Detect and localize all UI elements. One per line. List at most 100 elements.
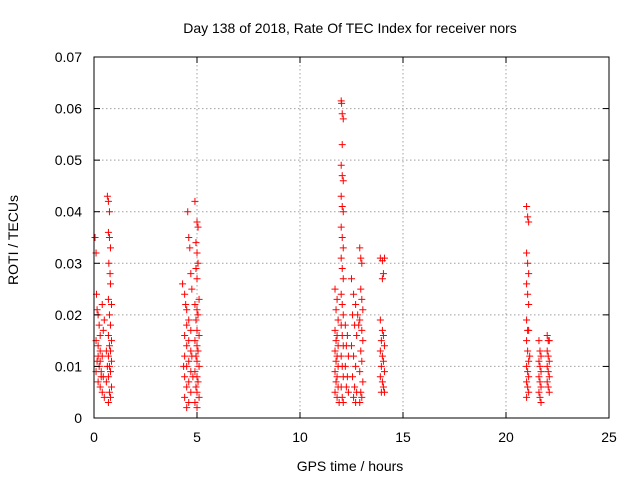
data-point <box>523 337 531 345</box>
data-point <box>183 404 191 412</box>
data-point <box>379 383 387 391</box>
data-point <box>358 295 366 303</box>
data-point <box>183 342 191 350</box>
data-point <box>378 352 386 360</box>
data-point <box>333 373 341 381</box>
data-point <box>354 311 362 319</box>
data-point <box>193 342 201 350</box>
data-point <box>187 347 195 355</box>
data-point <box>96 331 104 339</box>
data-point <box>97 373 105 381</box>
data-point <box>181 352 189 360</box>
data-point <box>357 254 365 262</box>
axis-ticks: 0 5 10 15 20 25 0 0.01 0.02 0.03 0.04 0.05 0.06 0.07 <box>55 49 617 445</box>
data-point <box>341 362 349 370</box>
data-point <box>191 368 199 376</box>
data-point <box>93 306 101 314</box>
data-point <box>357 347 365 355</box>
data-point <box>338 393 346 401</box>
data-point <box>379 331 387 339</box>
data-point <box>105 259 113 267</box>
data-point <box>523 249 531 257</box>
data-point <box>192 383 200 391</box>
data-point <box>108 357 116 365</box>
data-point <box>536 362 544 370</box>
data-point <box>104 228 112 236</box>
data-point <box>185 357 193 365</box>
y-tick-label: 0.05 <box>55 152 82 168</box>
data-point <box>544 368 552 376</box>
data-point <box>194 378 202 386</box>
data-point <box>523 316 531 324</box>
data-point <box>186 244 194 252</box>
plot-frame <box>93 56 610 419</box>
data-point <box>378 326 386 334</box>
data-point <box>350 393 358 401</box>
data-point <box>545 357 553 365</box>
data-point <box>524 259 532 267</box>
data-point <box>193 388 201 396</box>
data-point <box>193 373 201 381</box>
data-point <box>352 362 360 370</box>
data-point <box>359 337 367 345</box>
data-point <box>332 306 340 314</box>
data-point <box>185 399 193 407</box>
data-point <box>543 331 551 339</box>
data-point <box>525 357 533 365</box>
data-point <box>185 316 193 324</box>
y-tick-label: 0.01 <box>55 358 82 374</box>
data-point <box>350 290 358 298</box>
data-point <box>184 208 192 216</box>
data-point <box>193 357 201 365</box>
data-point <box>194 259 202 267</box>
data-point <box>338 301 346 309</box>
data-point <box>357 285 365 293</box>
data-point <box>524 290 532 298</box>
data-point <box>194 347 202 355</box>
data-point <box>108 383 116 391</box>
data-point <box>536 347 544 355</box>
data-point <box>379 270 387 278</box>
data-point <box>193 275 201 283</box>
data-point <box>376 316 384 324</box>
x-tick-label: 0 <box>90 429 98 445</box>
y-tick-label: 0.02 <box>55 307 82 323</box>
data-point <box>103 362 111 370</box>
data-point <box>358 259 366 267</box>
data-point <box>195 331 203 339</box>
data-point <box>106 270 114 278</box>
data-point <box>106 368 114 376</box>
data-point <box>194 311 202 319</box>
data-point <box>194 223 202 231</box>
data-point <box>376 373 384 381</box>
data-point <box>339 208 347 216</box>
grid <box>94 57 609 418</box>
data-point <box>380 388 388 396</box>
data-point <box>344 388 352 396</box>
data-point <box>106 244 114 252</box>
data-point <box>380 368 388 376</box>
y-tick-label: 0.03 <box>55 255 82 271</box>
data-point <box>339 177 347 185</box>
data-point <box>191 301 199 309</box>
data-point <box>350 352 358 360</box>
data-point <box>337 192 345 200</box>
x-tick-label: 15 <box>395 429 411 445</box>
data-point <box>193 306 201 314</box>
data-point <box>544 383 552 391</box>
data-point <box>339 115 347 123</box>
data-point <box>106 280 114 288</box>
data-point <box>96 383 104 391</box>
data-point <box>339 311 347 319</box>
data-point <box>100 316 108 324</box>
data-point <box>349 373 357 381</box>
data-point <box>376 347 384 355</box>
data-point <box>334 316 342 324</box>
data-point <box>104 399 112 407</box>
data-point <box>338 99 346 107</box>
data-point <box>181 373 189 381</box>
data-point <box>104 197 112 205</box>
data-point <box>352 301 360 309</box>
data-point <box>338 234 346 241</box>
